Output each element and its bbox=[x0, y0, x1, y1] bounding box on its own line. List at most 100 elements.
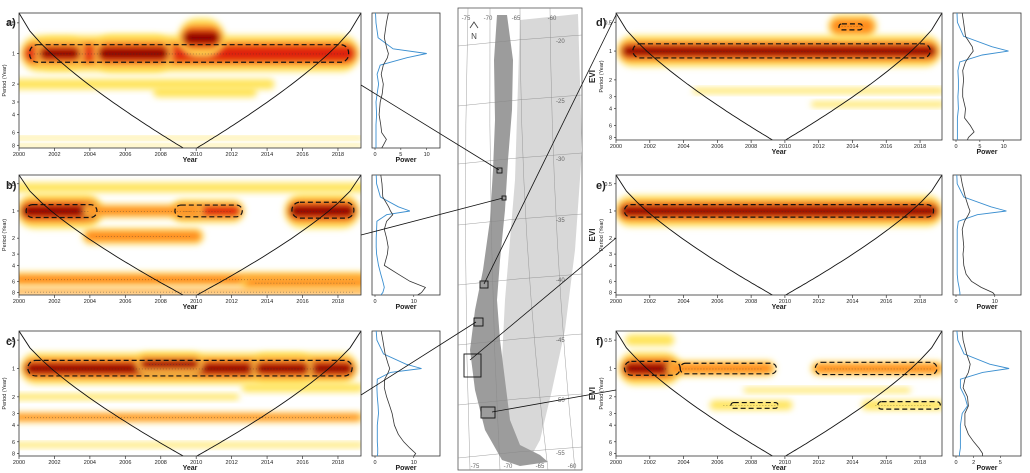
y-tick-label: 1 bbox=[609, 49, 612, 55]
wavelet-power-heatmap bbox=[616, 331, 942, 456]
power-axis-title: Power bbox=[395, 465, 416, 472]
x-tick-label: 2002 bbox=[644, 460, 656, 466]
significance-power-line bbox=[380, 174, 427, 296]
plot-frame bbox=[615, 330, 943, 457]
y-tick-label: 8 bbox=[12, 291, 15, 297]
power-blob bbox=[84, 206, 202, 216]
x-tick-label: 2012 bbox=[813, 144, 825, 150]
significance-contour bbox=[877, 401, 941, 410]
power-band bbox=[19, 288, 361, 295]
map-lon-label: -75 bbox=[462, 16, 471, 22]
global-power-line bbox=[375, 330, 422, 457]
x-axis-title: Year bbox=[183, 304, 198, 311]
y-tick-label: 3 bbox=[609, 411, 612, 417]
y-axis-title: Period (Year) bbox=[2, 64, 8, 96]
power-blob bbox=[19, 393, 240, 400]
panel-letter: d) bbox=[596, 17, 607, 29]
cone-of-influence-right bbox=[785, 331, 942, 456]
connector-line-d bbox=[483, 14, 617, 285]
y-tick-label: 0.5 bbox=[604, 182, 612, 188]
power-spectrum-panel: 0 5 10 Power bbox=[952, 12, 1022, 156]
power-band bbox=[19, 136, 361, 140]
x-tick-label: 2006 bbox=[119, 460, 131, 466]
x-tick-label: 2002 bbox=[48, 299, 60, 305]
x-tick-label: 2006 bbox=[711, 299, 723, 305]
wavelet-panel-f: 2000 2002 2004 2006 2008 2010 2012 2014 2016 2018… bbox=[588, 330, 1022, 472]
power-blob bbox=[19, 413, 361, 421]
significance-power-line bbox=[961, 12, 975, 141]
x-tick-label: 2012 bbox=[226, 152, 238, 158]
wavelet-power-heatmap bbox=[19, 13, 361, 148]
parallel-line bbox=[457, 273, 583, 286]
chile-land bbox=[470, 15, 548, 466]
significance-power-line bbox=[380, 330, 417, 457]
connector-line-b bbox=[360, 197, 504, 236]
power-axis-title: Power bbox=[395, 304, 416, 311]
significance-contour bbox=[838, 23, 864, 31]
cone-of-influence-right bbox=[785, 13, 942, 140]
x-tick-label: 2008 bbox=[155, 299, 167, 305]
north-arrow-icon bbox=[469, 21, 479, 29]
power-blob bbox=[861, 400, 942, 410]
power-blob bbox=[19, 136, 361, 140]
wavelet-panel-e: 2000 2002 2004 2006 2008 2010 2012 2014 2016 2018… bbox=[588, 174, 1022, 311]
y-tick-label: 0.5 bbox=[604, 338, 612, 344]
parallel-line bbox=[457, 446, 583, 459]
x-tick-label: 2016 bbox=[296, 299, 308, 305]
y-tick-label: 8 bbox=[609, 452, 612, 458]
power-blob bbox=[830, 18, 875, 35]
wavelet-panel-c: 2000 2002 2004 2006 2008 2010 2012 2014 2016 2018… bbox=[2, 330, 441, 472]
map-lon-label: -60 bbox=[548, 16, 557, 22]
x-axis-title: Year bbox=[772, 465, 787, 472]
x-tick-label: 2016 bbox=[880, 299, 892, 305]
plot-area bbox=[616, 175, 942, 295]
power-blob bbox=[244, 278, 361, 287]
power-blob bbox=[84, 230, 202, 242]
y-tick-label: 6 bbox=[12, 440, 15, 446]
power-blob bbox=[621, 208, 937, 214]
power-band bbox=[82, 228, 204, 245]
parallel-line bbox=[457, 333, 583, 346]
map-lon-label: -65 bbox=[512, 16, 521, 22]
x-tick-label: 2018 bbox=[914, 460, 926, 466]
y-tick-label: 4 bbox=[12, 263, 15, 269]
power-blob bbox=[709, 400, 793, 410]
x-tick-label: 2006 bbox=[119, 299, 131, 305]
power-band bbox=[177, 18, 226, 58]
power-frame bbox=[371, 330, 441, 457]
power-band bbox=[811, 361, 942, 376]
y-tick-label: 0.5 bbox=[7, 338, 15, 344]
power-band bbox=[19, 442, 361, 448]
cone-of-influence-left bbox=[616, 13, 773, 140]
x-tick-label: 2014 bbox=[261, 299, 273, 305]
power-band bbox=[34, 37, 86, 70]
y-tick-label: 1 bbox=[12, 209, 15, 215]
y-tick-label: 4 bbox=[609, 423, 612, 429]
meridian-line bbox=[489, 7, 501, 471]
significance-contour bbox=[25, 203, 98, 219]
cone-of-influence-right bbox=[196, 175, 361, 295]
power-blob bbox=[625, 334, 675, 346]
y-axis-title: Period (Year) bbox=[599, 377, 605, 409]
y-tick-label: 8 bbox=[12, 143, 15, 149]
x-tick-label: 2010 bbox=[779, 144, 791, 150]
x-tick-label: 2004 bbox=[84, 299, 96, 305]
x-axis-title: Year bbox=[772, 304, 787, 311]
parallel-line bbox=[457, 393, 583, 406]
connector-line-e bbox=[469, 237, 617, 361]
power-tick-label: 5 bbox=[399, 152, 402, 158]
x-tick-label: 2010 bbox=[779, 299, 791, 305]
power-blob bbox=[668, 363, 774, 374]
cone-of-influence-left bbox=[616, 175, 773, 295]
y-tick-label: 6 bbox=[609, 440, 612, 446]
power-band bbox=[153, 87, 257, 98]
x-tick-label: 2004 bbox=[677, 460, 689, 466]
power-band bbox=[19, 182, 361, 193]
power-blob bbox=[23, 208, 97, 214]
power-band bbox=[135, 352, 204, 376]
x-tick-label: 2014 bbox=[846, 299, 858, 305]
power-band bbox=[743, 387, 911, 393]
x-tick-label: 2008 bbox=[155, 152, 167, 158]
